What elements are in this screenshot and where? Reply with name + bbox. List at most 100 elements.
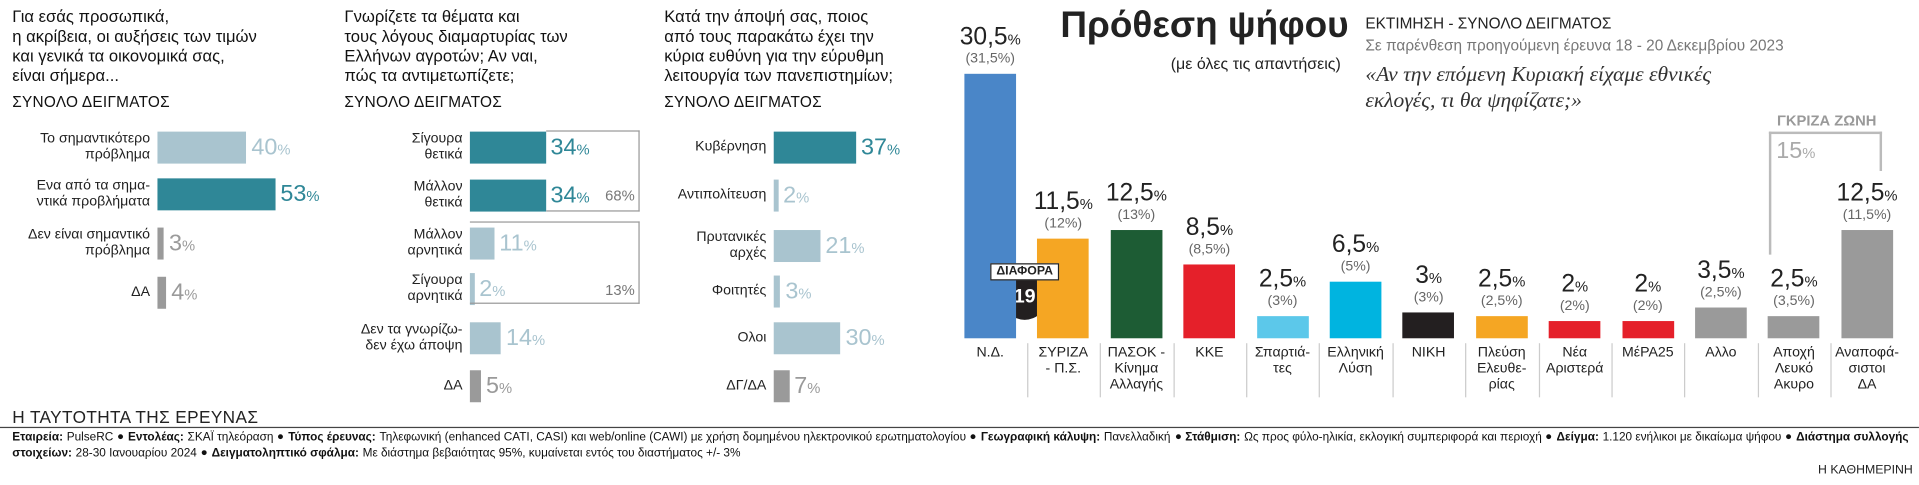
bar — [157, 178, 276, 211]
footer-value: ΣΚΑΪ τηλεόραση — [187, 430, 274, 445]
value-label: 30,5% — [959, 23, 1021, 51]
footer-label: Στάθμιση: — [1185, 430, 1241, 445]
grey-zone-bracket-left — [1768, 170, 1772, 255]
category-label: Ν.Δ. — [976, 345, 1004, 361]
value-label: 53% — [280, 181, 320, 208]
footer-rule — [0, 426, 1919, 429]
category-label: Σίγουρα αρνητικά — [407, 273, 463, 304]
previous-label: (31,5%) — [965, 51, 1016, 67]
category-label: Πλεύση Ελευθε- ρίας — [1476, 345, 1527, 393]
footer-label: Τύπος έρευνας: — [288, 430, 376, 445]
bar — [1110, 229, 1163, 339]
bar — [1475, 316, 1528, 339]
separator — [1319, 343, 1321, 398]
category-label: ΚΚΕ — [1195, 345, 1224, 361]
category-label: ΔΓ/ΔΑ — [726, 378, 767, 394]
value-label: 37% — [861, 134, 901, 161]
bar — [1695, 307, 1747, 339]
bullet — [201, 450, 207, 456]
bullet — [970, 434, 976, 440]
category-label: Αναποφά- σιστοι ΔΑ — [1835, 345, 1900, 393]
footer-label: Γεωγραφική κάλυψη: — [980, 430, 1101, 445]
difference-label: ΔΙΑΦΟΡΑ — [990, 263, 1060, 281]
bar — [469, 322, 502, 355]
footer-label: Δείγμα: — [1556, 430, 1599, 445]
grey-zone-bracket — [1768, 131, 1883, 171]
category-label: ΔΑ — [443, 378, 463, 394]
footer-value: Πανελλαδική — [1103, 430, 1171, 445]
value-label: 3% — [785, 278, 812, 305]
bar — [773, 230, 821, 263]
category-label: ΝΙΚΗ — [1411, 345, 1446, 361]
value-label: 40% — [251, 134, 291, 161]
note: Σε παρένθεση προηγούμενη έρευνα 18 - 20 … — [1365, 36, 1784, 55]
difference-badge: ΔΙΑΦΟΡΑ 19 — [990, 263, 1060, 322]
bar — [1329, 281, 1382, 339]
footer-value: PulseRC — [66, 430, 114, 445]
bar — [773, 370, 790, 403]
value-label: 5% — [485, 373, 513, 400]
footer-label: Εταιρεία: — [12, 430, 64, 445]
bracket-label: 13% — [605, 281, 635, 299]
category-label: Αλλο — [1705, 345, 1737, 361]
bar — [469, 370, 482, 403]
value-label: 11,5% — [1033, 188, 1093, 216]
value-label: 3% — [1415, 261, 1443, 289]
footer-label: Εντολέας: — [128, 430, 184, 445]
bar — [469, 227, 495, 260]
previous-label: (5%) — [1340, 259, 1371, 275]
bar — [773, 275, 781, 308]
panel-subtitle: ΣΥΝΟΛΟ ΔΕΙΓΜΑΤΟΣ — [664, 93, 822, 111]
footer-value: 1.120 ενήλικοι με δικαίωμα ψήφου — [1602, 430, 1782, 445]
category-label: Νέα Αριστερά — [1546, 345, 1604, 377]
footer-title: Η ΤΑΥΤΟΤΗΤΑ ΤΗΣ ΕΡΕΥΝΑΣ — [12, 407, 259, 427]
previous-label: (2%) — [1559, 298, 1590, 314]
category-label: Σπαρτιά- τες — [1254, 345, 1311, 377]
footer-label: Διάστημα συλλογής στοιχείων: — [12, 430, 1909, 460]
value-label: 34% — [550, 134, 590, 161]
bullet — [118, 434, 124, 440]
panel-title: Κατά την άποψή σας, ποιος από τους παρακ… — [664, 7, 894, 85]
value-label: 6,5% — [1331, 231, 1380, 259]
bar — [157, 276, 167, 309]
value-label: 2% — [479, 276, 506, 302]
category-label: Ελληνική Λύση — [1327, 345, 1384, 377]
chart-subtitle: (με όλες τις απαντήσεις) — [1170, 54, 1341, 73]
value-label: 2% — [783, 182, 810, 209]
panel-subtitle: ΣΥΝΟΛΟ ΔΕΙΓΜΑΤΟΣ — [12, 93, 170, 111]
category-label: Πρυτανικές αρχές — [696, 230, 767, 261]
category-label: Φοιτητές — [711, 283, 767, 299]
category-label: ΜέΡΑ25 — [1622, 345, 1674, 361]
category-label: ΣΥΡΙΖΑ - Π.Σ. — [1038, 345, 1089, 377]
bracket-label: 68% — [605, 186, 635, 205]
bar — [1841, 229, 1893, 339]
separator — [1830, 343, 1832, 398]
footer-value: 28-30 Ιανουαρίου 2024 — [75, 445, 197, 460]
previous-label: (2%) — [1632, 298, 1663, 314]
value-label: 3% — [169, 230, 196, 257]
separator — [1611, 343, 1613, 398]
category-label: ΔΑ — [131, 284, 151, 300]
grey-zone-label: ΓΚΡΙΖΑ ΖΩΝΗ — [1776, 111, 1877, 130]
difference-value: 19 — [1002, 275, 1047, 320]
previous-label: (3,5%) — [1773, 294, 1815, 310]
category-label: Σίγουρα θετικά — [411, 131, 463, 163]
category-label: Δεν είναι σημαντικό πρόβλημα — [28, 227, 151, 259]
bar — [1548, 320, 1601, 339]
question: «Αν την επόμενη Κυριακή είχαμε εθνικές ε… — [1365, 61, 1712, 112]
category-label: Αντιπολίτευση — [677, 187, 767, 203]
value-label: 2,5% — [1770, 266, 1818, 294]
separator — [1026, 343, 1028, 398]
bar — [1256, 316, 1309, 339]
separator — [1757, 343, 1759, 398]
bullet — [1546, 434, 1552, 440]
category-label: Κυβέρνηση — [695, 139, 767, 155]
previous-label: (11,5%) — [1842, 207, 1892, 223]
bar — [469, 273, 475, 306]
separator — [1538, 343, 1540, 398]
value-label: 2,5% — [1478, 266, 1526, 294]
bar — [469, 179, 546, 212]
bar — [1183, 264, 1236, 339]
